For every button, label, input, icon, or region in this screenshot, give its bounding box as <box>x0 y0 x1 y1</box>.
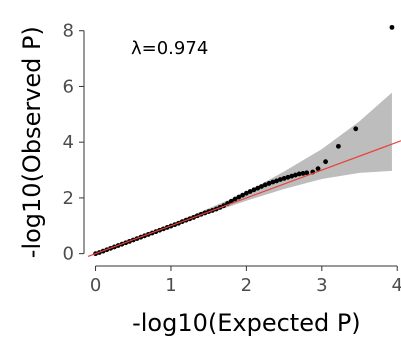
x-axis-ticks: 0 1 2 3 4 <box>90 266 401 296</box>
data-point <box>389 24 395 30</box>
y-tick-label: 0 <box>63 244 74 265</box>
x-tick-label: 2 <box>241 275 252 296</box>
confidence-band <box>95 92 392 254</box>
data-point <box>255 185 261 191</box>
y-tick-label: 8 <box>63 21 74 42</box>
data-point <box>251 187 257 193</box>
data-point <box>304 170 310 176</box>
data-point <box>243 190 249 196</box>
identity-line <box>87 140 401 257</box>
y-axis-ticks: 0 2 4 6 8 <box>63 21 84 265</box>
data-point <box>266 181 272 186</box>
data-point <box>236 194 242 200</box>
data-point <box>262 182 268 188</box>
x-axis-title: -log10(Expected P) <box>132 309 361 337</box>
y-tick-label: 4 <box>63 132 74 153</box>
x-tick-label: 3 <box>316 275 327 296</box>
data-point <box>289 173 295 179</box>
y-tick-label: 6 <box>63 76 74 97</box>
y-axis-title: -log10(Observed P) <box>18 26 46 258</box>
data-point <box>293 172 298 178</box>
data-point <box>277 177 283 182</box>
data-point <box>232 196 238 202</box>
x-tick-label: 0 <box>90 275 101 296</box>
lambda-annotation: λ=0.974 <box>131 38 208 59</box>
data-point <box>247 189 253 194</box>
data-point <box>285 174 291 180</box>
data-point <box>274 178 279 184</box>
data-point <box>296 171 302 177</box>
data-point <box>259 184 264 189</box>
data-point <box>240 192 246 198</box>
x-tick-label: 1 <box>165 275 176 296</box>
data-point <box>270 179 276 185</box>
x-tick-label: 4 <box>392 275 401 296</box>
y-tick-label: 2 <box>63 188 74 209</box>
data-point <box>281 176 287 181</box>
data-point <box>300 170 306 176</box>
plot-area <box>87 24 401 257</box>
data-point <box>315 166 321 172</box>
data-point <box>336 143 341 149</box>
data-point <box>323 159 328 165</box>
data-point <box>353 126 359 132</box>
